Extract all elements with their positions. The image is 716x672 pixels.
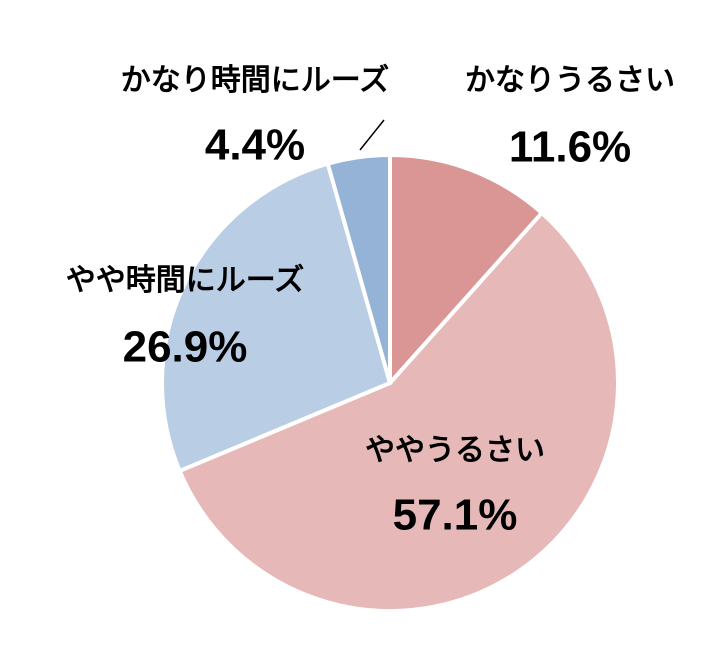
pie-slice [325,152,392,384]
category-label: かなりうるさい [465,64,675,97]
pie-slice [388,152,545,389]
value-label: 26.9% [123,323,248,372]
leader-line [359,119,385,151]
category-label: やや時間にルーズ [66,263,305,297]
pie-slice [177,210,620,613]
value-label: 4.4% [205,121,305,170]
value-label: 11.6% [509,123,631,172]
value-label: 57.1% [393,491,518,540]
category-label: ややうるさい [365,434,545,467]
category-label: かなり時間にルーズ [121,63,390,97]
pie-slice [160,161,393,474]
